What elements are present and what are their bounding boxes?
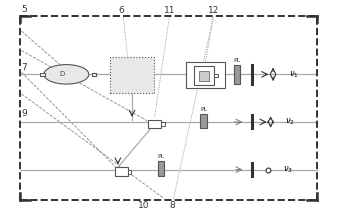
Bar [110,57,154,93]
Text: 8: 8 [169,201,175,210]
Text: PL: PL [200,107,207,112]
Text: 10: 10 [138,201,150,210]
Bar [199,71,209,81]
Text: $\nu_3$: $\nu_3$ [283,164,294,175]
Text: PL: PL [234,58,241,63]
Bar [92,73,96,76]
Bar [214,74,218,77]
Text: D: D [60,71,65,77]
Bar [115,167,128,176]
Bar [158,161,164,176]
Bar [128,170,131,174]
Bar [148,120,161,128]
Text: 6: 6 [118,6,124,15]
Text: 12: 12 [208,6,219,15]
Bar [201,114,207,128]
Ellipse shape [44,65,89,84]
Text: PL: PL [158,154,164,159]
Text: 7: 7 [22,63,27,72]
Bar [186,62,225,89]
Bar [161,122,164,126]
Bar [234,65,240,84]
Text: $\nu_1$: $\nu_1$ [289,69,298,80]
Bar [194,66,214,85]
Text: 11: 11 [163,6,175,15]
Text: 9: 9 [22,109,27,118]
Text: 5: 5 [22,5,27,14]
Text: $\nu_2$: $\nu_2$ [285,117,295,127]
Bar [41,73,45,76]
